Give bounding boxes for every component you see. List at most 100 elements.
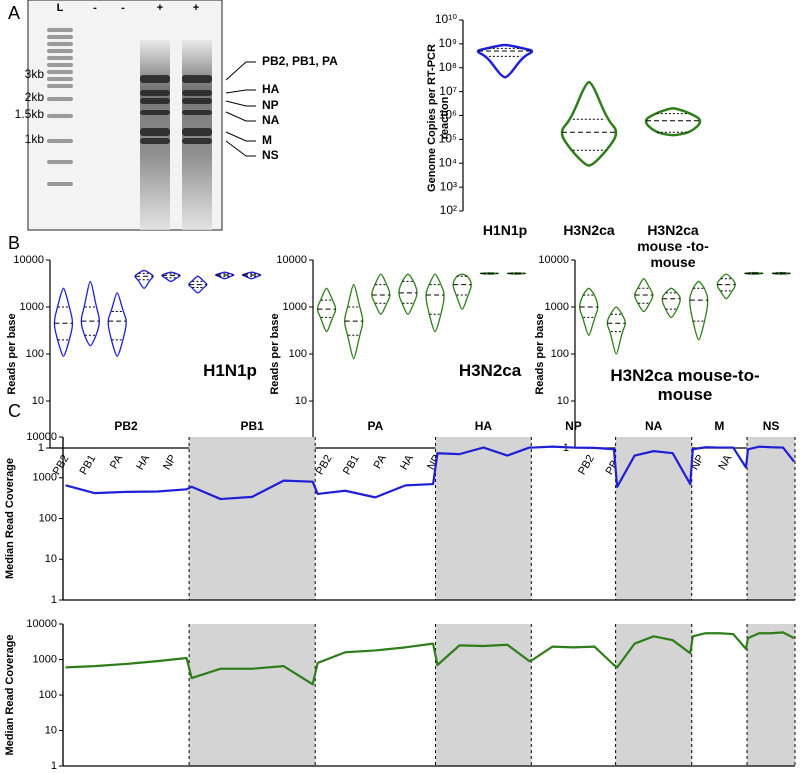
y-tick-label: 10⁸ (439, 60, 457, 74)
y-tick-label: 10 (45, 553, 57, 565)
x-tick-label: NP (161, 453, 179, 472)
annotation-box: H3N2ca mouse-to-mouse (610, 366, 759, 404)
y-tick-label: 10² (440, 203, 457, 217)
x-tick-label: H3N2ca (563, 222, 615, 238)
y-axis-label: Reads per base (6, 313, 18, 394)
gel-band (140, 98, 170, 104)
violin (579, 287, 599, 336)
gel-band (182, 110, 212, 115)
size-label: 2kb (25, 90, 45, 104)
y-tick-label: 10⁴ (438, 155, 457, 169)
y-tick-label: 10⁵ (439, 132, 457, 146)
gel-band (140, 128, 170, 136)
segment-band (189, 624, 316, 766)
band-label: PB2, PB1, PA (262, 54, 338, 68)
lane-label: + (157, 2, 163, 14)
y-tick-label: 1000 (283, 301, 307, 313)
size-label: 3kb (25, 67, 45, 81)
segment-band (435, 437, 532, 600)
segment-band (435, 624, 532, 766)
gel-band (182, 90, 212, 96)
violin (80, 280, 100, 347)
x-tick-label-box: H1N1p (483, 222, 527, 238)
panel-label: A (8, 3, 20, 23)
y-tick-label: 10 (295, 395, 307, 407)
y-axis-label: Median Read Coverage (4, 458, 16, 579)
violin (398, 273, 418, 315)
gel-band (182, 75, 212, 83)
y-tick-label: 10⁹ (439, 36, 458, 50)
ladder-band (47, 70, 73, 74)
x-tick-label-box: H3N2ca (563, 222, 615, 238)
y-tick-label: 100 (551, 348, 569, 360)
ladder-band (47, 182, 73, 186)
violin (606, 306, 626, 355)
violin (560, 80, 618, 167)
segment-label: M (714, 419, 724, 433)
gel-band (182, 138, 212, 144)
y-tick-label: 1000 (33, 472, 57, 484)
y-axis-label-box: Genome Copies per RT-PCR reaction (426, 44, 451, 192)
x-tick-label: PB2 (576, 453, 597, 477)
band-label: NP (262, 98, 279, 112)
segment-label: PA (367, 419, 383, 433)
annotation-box: H1N1p (203, 361, 257, 380)
segment-label: PB1 (240, 419, 264, 433)
y-tick-label: 10000 (26, 618, 57, 630)
x-tick-label: PA (108, 452, 126, 471)
x-tick-label: HA (134, 452, 152, 472)
gel-band (182, 98, 212, 104)
ladder-band (47, 114, 73, 118)
leader-line (225, 111, 256, 122)
annotation-box: H3N2ca (459, 361, 521, 380)
y-tick-label: 10000 (13, 254, 44, 266)
segment-label: NS (763, 419, 780, 433)
lane-label: - (121, 2, 125, 14)
gel-band (140, 75, 170, 83)
size-label: 1.5kb (15, 107, 45, 121)
violin (53, 287, 74, 357)
ladder-band (47, 42, 73, 46)
y-axis-label: Reads per base (269, 313, 281, 394)
leader-line (225, 61, 256, 81)
violin (476, 43, 534, 79)
y-tick-label: 10¹⁰ (435, 12, 457, 26)
violin (371, 273, 391, 315)
x-tick-label: PB1 (78, 453, 99, 477)
y-tick-label: 10 (557, 395, 569, 407)
segment-label: PB2 (114, 419, 138, 433)
segment-band (747, 437, 795, 600)
y-tick-label: 100 (289, 348, 307, 360)
y-axis-label: Median Read Coverage (4, 634, 16, 755)
y-axis-label: Reads per base (534, 313, 546, 394)
x-tick-label: NA (716, 452, 734, 472)
y-tick-label: 100 (26, 348, 44, 360)
gel-band (182, 128, 212, 136)
violin (644, 107, 702, 137)
ladder-band (47, 97, 73, 101)
violin (689, 280, 709, 341)
x-tick-label: PA (372, 452, 390, 471)
coverage-line (65, 631, 795, 686)
y-tick-label: 1000 (33, 653, 57, 665)
y-tick-label: 10³ (440, 179, 457, 193)
violin (661, 287, 681, 319)
violin (316, 287, 337, 333)
leader-line (225, 100, 256, 107)
ladder-band (47, 84, 73, 88)
violin (716, 273, 736, 300)
ladder-band (47, 49, 73, 53)
ladder-band (47, 77, 73, 81)
gel-band (140, 90, 170, 96)
gel-band (140, 110, 170, 115)
y-axis-label: Genome Copies per RT-PCR reaction (426, 44, 451, 192)
band-label: NS (262, 148, 279, 162)
y-tick-label: 10⁶ (439, 108, 457, 122)
leader-line (225, 89, 256, 94)
violin (161, 271, 181, 283)
segment-band (189, 437, 316, 600)
violin (107, 292, 127, 357)
y-tick-label: 100 (39, 512, 57, 524)
annotation: H1N1p (203, 361, 257, 380)
